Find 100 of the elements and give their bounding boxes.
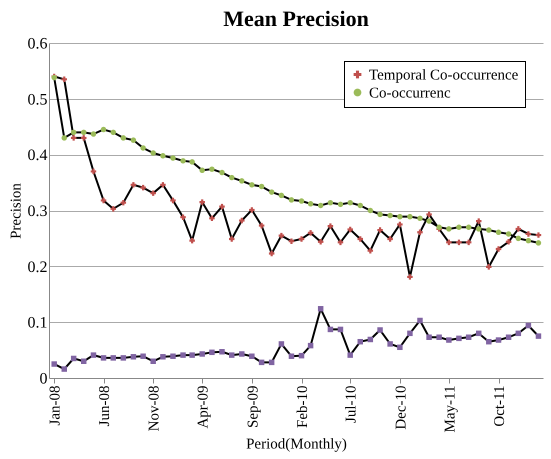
- point: [506, 239, 512, 245]
- point: [160, 182, 166, 188]
- point: [170, 353, 176, 359]
- point: [368, 208, 374, 214]
- point: [446, 337, 452, 343]
- point: [476, 226, 482, 232]
- point: [288, 353, 294, 359]
- point: [377, 327, 383, 333]
- point: [62, 76, 67, 82]
- x-tick-label: Jun-08: [97, 386, 114, 426]
- point: [397, 344, 403, 350]
- point: [456, 224, 462, 230]
- point: [199, 351, 205, 357]
- point: [417, 216, 423, 222]
- point: [426, 212, 432, 218]
- point: [90, 168, 96, 174]
- point: [387, 341, 393, 347]
- point: [407, 330, 413, 336]
- point: [358, 202, 364, 208]
- point: [170, 198, 176, 204]
- point: [209, 166, 215, 172]
- point: [278, 341, 284, 347]
- point: [338, 202, 344, 208]
- point: [526, 238, 532, 244]
- y-tick-label: 0: [40, 370, 48, 388]
- y-axis-title: Precision: [8, 182, 24, 239]
- point: [526, 322, 532, 328]
- point: [328, 223, 334, 229]
- point: [110, 206, 116, 212]
- point: [130, 182, 136, 188]
- point: [120, 200, 126, 206]
- point: [466, 334, 472, 340]
- point: [377, 212, 383, 218]
- point: [347, 226, 353, 232]
- point: [189, 238, 195, 244]
- x-tick-label: Oct-11: [492, 386, 508, 427]
- point: [219, 349, 225, 354]
- point: [536, 240, 542, 246]
- x-tick-label: Jan-08: [48, 386, 64, 426]
- point: [258, 184, 264, 190]
- point: [318, 306, 324, 312]
- point: [496, 230, 502, 236]
- point: [219, 170, 225, 176]
- point: [328, 200, 334, 206]
- point: [90, 352, 96, 358]
- point: [347, 200, 353, 206]
- legend-label: Co-occurrenc: [369, 86, 451, 102]
- point: [496, 337, 502, 343]
- point: [426, 334, 432, 340]
- point: [496, 246, 502, 252]
- point: [130, 354, 136, 360]
- point: [347, 352, 353, 358]
- chart-title: Mean Precision: [223, 6, 369, 31]
- point: [70, 135, 76, 141]
- point: [436, 334, 442, 340]
- point: [268, 189, 274, 195]
- x-tick-label: Jul-10: [344, 386, 360, 423]
- point: [258, 222, 264, 228]
- point: [120, 355, 126, 361]
- point: [417, 230, 423, 236]
- point: [338, 326, 344, 332]
- point: [486, 227, 492, 233]
- point: [100, 198, 106, 204]
- y-tick-label: 0.1: [28, 314, 48, 332]
- y-tick-label: 0.3: [28, 203, 48, 220]
- point: [180, 352, 186, 358]
- point: [407, 274, 413, 280]
- point: [516, 330, 522, 336]
- point: [456, 336, 462, 342]
- y-tick-label: 0.4: [28, 147, 48, 164]
- point: [180, 214, 186, 220]
- y-tick-label: 0.6: [28, 36, 48, 52]
- point: [456, 240, 462, 246]
- x-tick-label: Apr-09: [196, 386, 212, 429]
- point: [249, 353, 255, 359]
- point: [209, 350, 215, 356]
- point: [70, 356, 76, 362]
- point: [62, 366, 67, 372]
- point: [249, 182, 255, 188]
- point: [298, 352, 304, 358]
- point: [228, 174, 234, 180]
- y-tick-label: 0.2: [28, 258, 48, 276]
- point: [150, 150, 156, 156]
- point: [288, 197, 294, 203]
- point: [516, 236, 522, 242]
- point: [209, 216, 215, 222]
- legend-label: Temporal Co-occurrence: [369, 68, 519, 84]
- point: [298, 236, 304, 242]
- point: [288, 238, 294, 244]
- x-tick-label: Nov-08: [146, 386, 163, 432]
- point: [328, 326, 334, 332]
- point: [476, 218, 482, 224]
- point: [189, 352, 195, 358]
- point: [110, 130, 116, 136]
- x-tick-label: Feb-10: [295, 386, 312, 428]
- point: [338, 240, 344, 246]
- point: [140, 353, 146, 359]
- point: [239, 178, 245, 184]
- point: [308, 201, 314, 207]
- point: [140, 145, 146, 151]
